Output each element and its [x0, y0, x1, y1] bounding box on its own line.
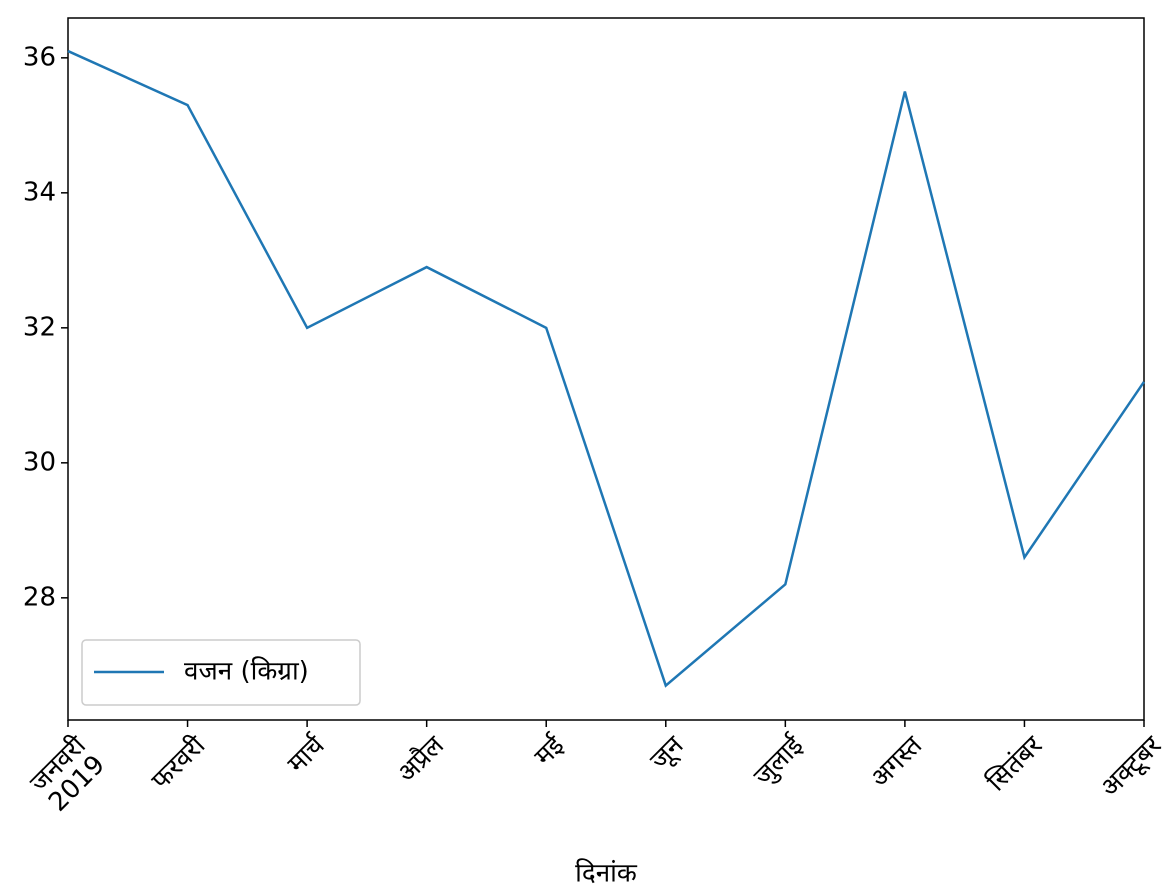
- legend-label: वजन (किग्रा): [184, 656, 309, 687]
- legend-box: [81, 639, 361, 706]
- x-axis-label: दिनांक: [575, 858, 638, 889]
- y-tick-label: 34: [23, 177, 56, 207]
- y-tick-label: 36: [23, 42, 56, 72]
- y-tick-label: 30: [23, 447, 56, 477]
- y-tick-label: 32: [23, 312, 56, 342]
- line: [67, 49, 1146, 688]
- y-tick-label: 28: [23, 582, 56, 612]
- plot-frame: [67, 17, 1145, 721]
